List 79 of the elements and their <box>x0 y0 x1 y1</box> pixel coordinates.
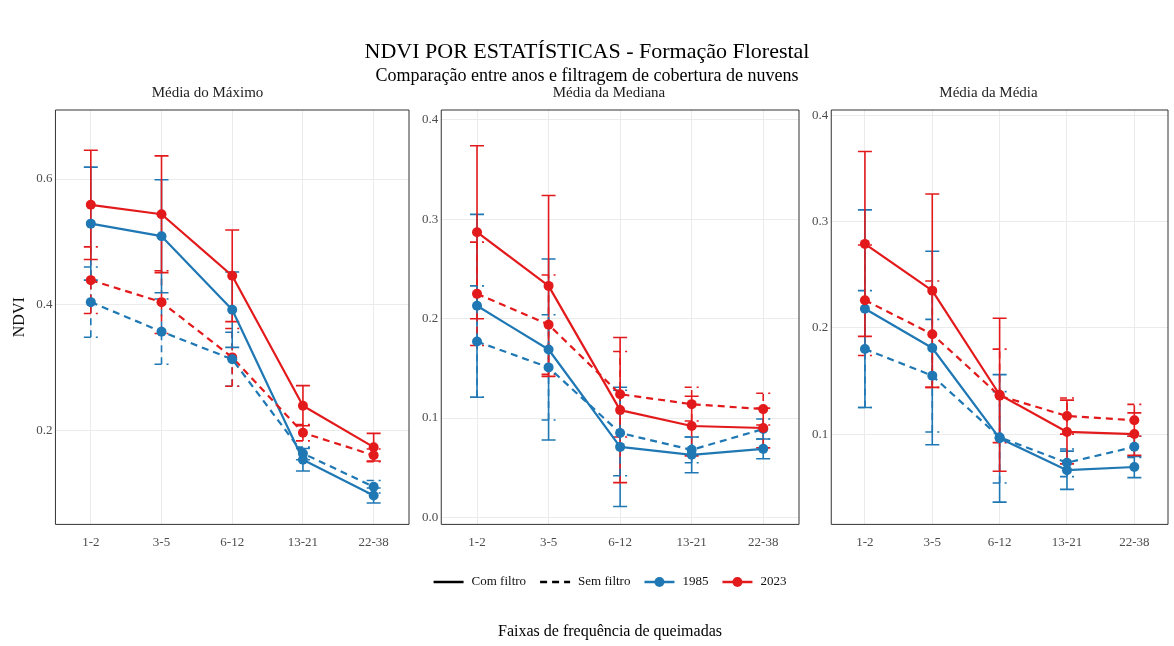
x-tick-label: 1-2 <box>856 533 874 549</box>
y-tick-label: 0.0 <box>422 508 439 524</box>
x-tick-label: 3-5 <box>923 533 941 549</box>
x-tick-label: 22-38 <box>358 533 389 549</box>
point <box>1129 441 1140 452</box>
point <box>859 295 870 306</box>
y-tick-label: 0.4 <box>36 296 53 312</box>
point <box>85 297 96 308</box>
chart-title: Média da Média <box>939 83 1038 100</box>
x-tick-label: 1-2 <box>82 533 100 549</box>
y-tick-label: 0.1 <box>422 409 439 425</box>
point <box>927 285 938 296</box>
x-tick-label: 3-5 <box>539 533 558 549</box>
y-tick-label: 0.1 <box>812 425 829 441</box>
x-tick-label: 22-38 <box>748 533 779 549</box>
text: NDVI POR ESTATÍSTICAS - Formação Florestal <box>363 38 811 64</box>
x-tick-label: 6-12 <box>608 533 633 549</box>
y-tick-label: 0.3 <box>422 210 439 226</box>
y-tick-label: 0.2 <box>36 421 53 437</box>
x-tick-label: 6-12 <box>220 533 245 549</box>
point <box>927 329 938 340</box>
point <box>543 344 554 355</box>
point <box>85 199 96 210</box>
point <box>686 399 697 410</box>
point <box>227 270 238 281</box>
legend-label: 2023 <box>760 573 787 589</box>
x-tick-label: 6-12 <box>987 533 1012 549</box>
y-tick-label: 0.3 <box>812 212 829 228</box>
point <box>156 297 167 308</box>
point <box>85 218 96 229</box>
x-tick-label: 3-5 <box>152 533 171 549</box>
point <box>1129 429 1140 440</box>
point <box>1061 457 1072 468</box>
point <box>859 303 870 314</box>
x-axis-title: Faixas de frequência de queimadas <box>497 622 723 640</box>
point <box>859 344 870 355</box>
point <box>859 238 870 249</box>
point <box>615 389 626 400</box>
point <box>543 362 554 373</box>
point <box>615 427 626 438</box>
y-tick-label: 0.2 <box>422 310 439 326</box>
chart-title: Média do Máximo <box>151 83 264 100</box>
point <box>927 343 938 354</box>
point <box>472 227 483 238</box>
x-tick-label: 13-21 <box>1051 533 1083 549</box>
point <box>543 280 554 291</box>
point <box>686 421 697 432</box>
text: Sem filtro <box>578 573 631 589</box>
point <box>472 336 483 347</box>
point <box>156 326 167 337</box>
x-tick-label: 13-21 <box>287 533 319 549</box>
point <box>1061 411 1072 422</box>
y-tick-label: 0.4 <box>812 106 829 122</box>
point <box>472 300 483 311</box>
x-tick-label: 22-38 <box>1119 533 1150 549</box>
y-tick-label: 0.6 <box>36 170 53 186</box>
text: Com filtro <box>471 573 527 589</box>
point <box>297 400 308 411</box>
point <box>368 442 379 453</box>
point <box>85 275 96 286</box>
point <box>758 404 769 415</box>
point <box>615 405 626 416</box>
x-tick-label: 1-2 <box>468 533 486 549</box>
text: Comparação entre anos e filtragem de cobertura de nuvens <box>375 65 799 85</box>
point <box>1129 462 1140 473</box>
point <box>227 304 238 315</box>
point <box>1061 426 1072 437</box>
point <box>1129 415 1140 426</box>
point <box>615 441 626 452</box>
y-tick-label: 0.4 <box>422 111 439 127</box>
y-axis-title: NDVI <box>9 297 27 338</box>
point <box>472 288 483 299</box>
point <box>543 319 554 330</box>
point <box>156 209 167 220</box>
point <box>927 370 938 381</box>
y-tick-label: 0.2 <box>812 319 829 335</box>
point <box>156 231 167 242</box>
x-tick-label: 13-21 <box>676 533 707 549</box>
legend-label: 1985 <box>682 573 709 589</box>
